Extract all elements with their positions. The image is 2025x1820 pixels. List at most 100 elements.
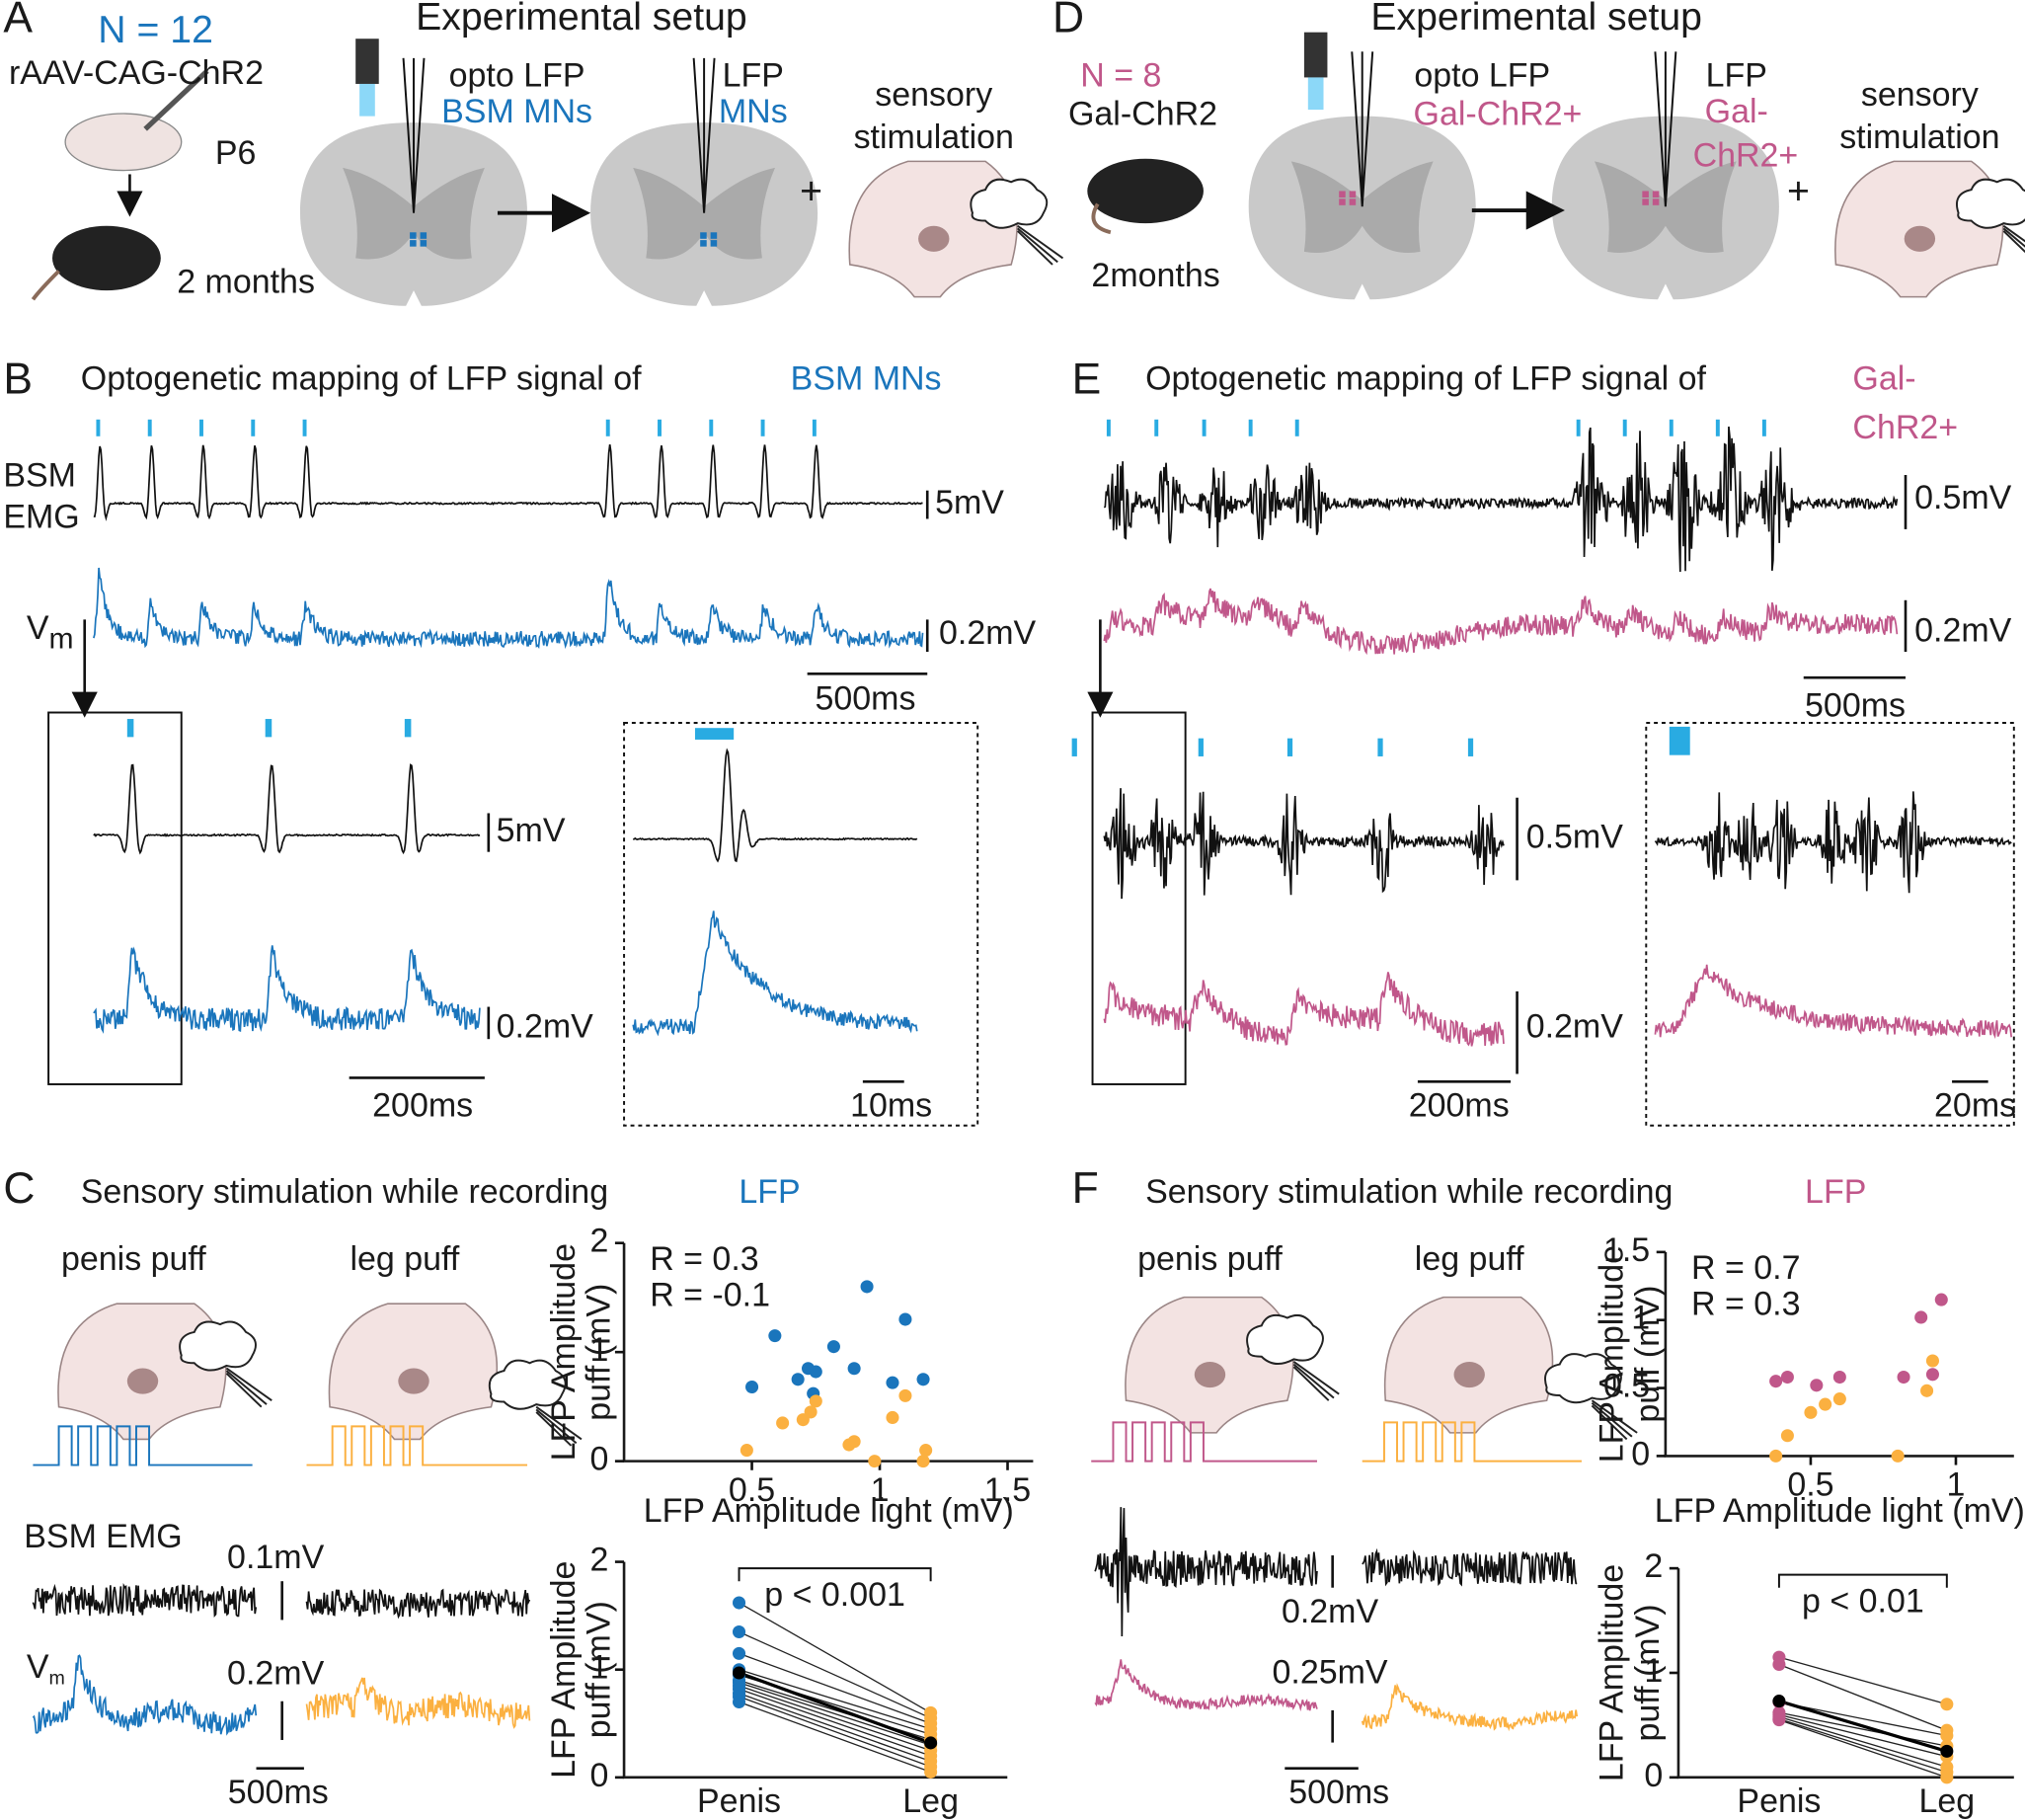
label: MNs bbox=[719, 93, 788, 130]
y-axis-label: LFP Amplitude bbox=[545, 1243, 583, 1461]
point bbox=[1780, 1429, 1794, 1443]
panel-letter: D bbox=[1052, 0, 1084, 42]
genitals bbox=[126, 1368, 159, 1394]
point bbox=[1925, 1368, 1939, 1382]
point bbox=[847, 1362, 861, 1376]
x-tick-label: Penis bbox=[1737, 1782, 1821, 1820]
genitals bbox=[1904, 225, 1936, 252]
panel-title-target: BSM MNs bbox=[791, 360, 942, 398]
scale-label: 0.2mV bbox=[1526, 1008, 1624, 1046]
vm-sub: m bbox=[49, 1668, 65, 1690]
label: BSM bbox=[3, 457, 76, 495]
puff-tube bbox=[2002, 224, 2025, 254]
puff-tube bbox=[535, 1405, 583, 1447]
light-pulse bbox=[1286, 738, 1293, 756]
genitals bbox=[1194, 1361, 1226, 1388]
legend-entry: R = -0.1 bbox=[650, 1277, 770, 1314]
mean-line bbox=[1778, 1700, 1948, 1753]
x-tick-label: Penis bbox=[697, 1782, 781, 1820]
point bbox=[1772, 1713, 1786, 1727]
neuron bbox=[1339, 191, 1346, 198]
light-pulse bbox=[1198, 738, 1204, 756]
panel-letter: F bbox=[1072, 1164, 1099, 1213]
pair-line bbox=[739, 1688, 931, 1757]
y-tick-label: 1 bbox=[589, 1649, 608, 1687]
annotation: p < 0.001 bbox=[764, 1576, 905, 1614]
point bbox=[919, 1444, 933, 1458]
panel-letter: E bbox=[1072, 356, 1102, 404]
light-pulse bbox=[605, 419, 610, 436]
panel-title: Optogenetic mapping of LFP signal of bbox=[1145, 360, 1706, 398]
air-puff bbox=[179, 1320, 257, 1372]
x-tick-label: Leg bbox=[1918, 1782, 1975, 1820]
y-tick-label: 0.5 bbox=[1603, 1368, 1650, 1405]
light-pulse bbox=[1377, 738, 1383, 756]
y-tick-label: 0 bbox=[1644, 1757, 1663, 1794]
legend-entry: R = 0.3 bbox=[1691, 1286, 1800, 1323]
scale-label: 0.2mV bbox=[1282, 1593, 1379, 1630]
y-tick-label: 2 bbox=[589, 1223, 608, 1260]
light-pulse bbox=[709, 419, 714, 436]
label: ChR2+ bbox=[1693, 136, 1799, 174]
y-axis-label: puff (mV) bbox=[581, 1601, 618, 1738]
neuron bbox=[1652, 198, 1660, 205]
trace bbox=[1103, 426, 1899, 573]
tail bbox=[1091, 202, 1112, 235]
scale-label: 0.25mV bbox=[1273, 1653, 1388, 1691]
vm-label: Vm bbox=[27, 1648, 65, 1690]
panel-title: Sensory stimulation while recording bbox=[81, 1173, 608, 1211]
label: LFP bbox=[723, 56, 784, 94]
light-beam bbox=[1307, 77, 1324, 111]
trace bbox=[633, 748, 918, 863]
label: sensory bbox=[875, 76, 992, 114]
mean-point bbox=[924, 1736, 938, 1750]
stim-label: leg puff bbox=[350, 1240, 459, 1278]
light-pulse bbox=[302, 419, 307, 436]
age-label: 2 months bbox=[177, 264, 315, 301]
construct: rAAV-CAG-ChR2 bbox=[9, 54, 264, 92]
x-tick-label: 0.5 bbox=[729, 1471, 775, 1509]
light-pulse bbox=[126, 719, 134, 738]
y-axis-label: LFP Amplitude bbox=[1594, 1245, 1631, 1463]
light-pulse bbox=[199, 419, 203, 436]
label: Gal- bbox=[1705, 93, 1768, 130]
scale-label: 0.2mV bbox=[939, 614, 1037, 652]
light-pulse bbox=[1202, 419, 1207, 436]
light-pulse bbox=[147, 419, 152, 436]
y-axis-label: puff (mV) bbox=[1629, 1286, 1667, 1423]
scale-label: 200ms bbox=[1409, 1086, 1510, 1124]
tail bbox=[31, 270, 60, 301]
trace bbox=[32, 1582, 258, 1618]
trace bbox=[1654, 791, 2012, 894]
scale-label: 500ms bbox=[816, 680, 916, 718]
point bbox=[860, 1280, 874, 1294]
traces bbox=[32, 419, 2013, 1771]
light-pulse bbox=[1669, 726, 1690, 755]
light-pulse bbox=[265, 719, 273, 738]
label: BSM EMG bbox=[24, 1518, 182, 1555]
line-label: Gal-ChR2 bbox=[1068, 96, 1217, 133]
pair-line bbox=[739, 1669, 931, 1730]
scale-label: 0.1mV bbox=[227, 1539, 325, 1576]
label: opto LFP bbox=[1414, 56, 1550, 94]
air-puff bbox=[488, 1359, 567, 1410]
point bbox=[1940, 1771, 1954, 1784]
pair-line bbox=[739, 1685, 931, 1752]
trace bbox=[1103, 788, 1505, 900]
light-pulse bbox=[1248, 419, 1253, 436]
point bbox=[804, 1405, 818, 1419]
stim-protocol bbox=[1091, 1421, 1317, 1463]
panel-title-target: LFP bbox=[1805, 1173, 1866, 1211]
pair-line bbox=[739, 1693, 931, 1763]
point bbox=[740, 1444, 753, 1458]
n-label: N = 8 bbox=[1080, 56, 1161, 94]
light-pulse bbox=[404, 719, 412, 738]
scale-label: 0.5mV bbox=[1914, 479, 2012, 516]
neuron bbox=[700, 240, 707, 247]
label: Gal-ChR2+ bbox=[1414, 96, 1583, 133]
trace bbox=[1094, 1507, 1318, 1637]
scale-label: 5mV bbox=[935, 484, 1004, 521]
point bbox=[898, 1388, 912, 1402]
pair-line bbox=[739, 1630, 931, 1719]
